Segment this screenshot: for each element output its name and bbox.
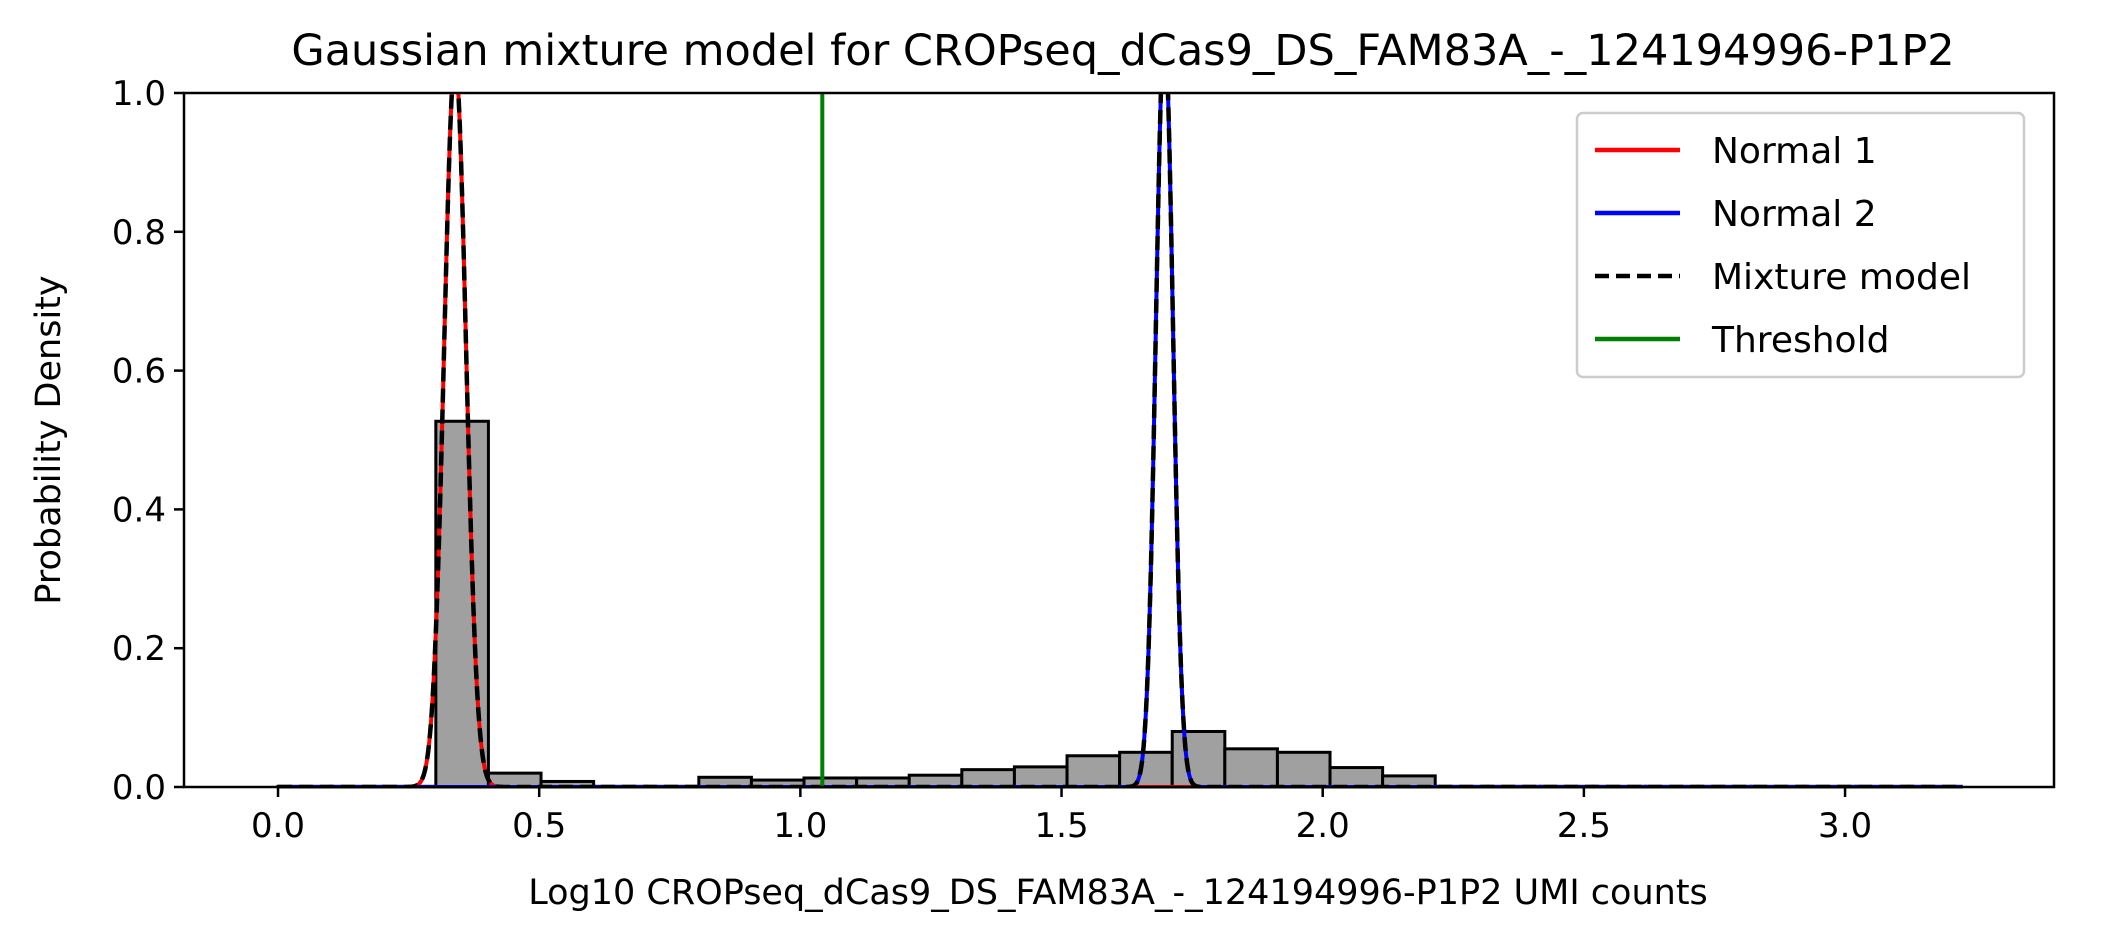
plot-frame: [182, 91, 2056, 789]
x-tick-label: 2.0: [1296, 806, 1350, 846]
x-axis-label: Log10 CROPseq_dCas9_DS_FAM83A_-_12419499…: [528, 873, 1708, 913]
chart-title: Gaussian mixture model for CROPseq_dCas9…: [291, 26, 1954, 76]
x-tick-label: 0.0: [251, 806, 305, 846]
y-tick-label: 0.0: [112, 768, 166, 808]
x-tick-label: 2.5: [1557, 806, 1611, 846]
histogram-bar: [960, 768, 1016, 789]
legend-frame: [1575, 111, 2026, 379]
x-tick-label: 1.0: [773, 806, 827, 846]
histogram-bar: [1065, 754, 1122, 789]
legend-label: Normal 1: [1712, 131, 1877, 172]
y-tick-label: 1.0: [112, 74, 166, 114]
histogram-bar: [1328, 766, 1385, 789]
y-tick-label: 0.4: [112, 490, 166, 530]
x-tick-label: 0.5: [512, 806, 566, 846]
histogram-bar: [1275, 750, 1332, 789]
histogram-bar: [1012, 765, 1069, 789]
legend-label: Threshold: [1711, 320, 1889, 361]
y-tick-label: 0.8: [112, 213, 166, 253]
density-curves: [278, 93, 1962, 787]
legend-label: Mixture model: [1712, 257, 1971, 298]
histogram-bar: [1118, 750, 1174, 789]
legend-label: Normal 2: [1712, 194, 1877, 235]
x-tick-label: 1.5: [1035, 806, 1089, 846]
x-tick-label: 3.0: [1818, 806, 1872, 846]
y-axis-label: Probability Density: [29, 275, 69, 604]
y-axis-ticks: 0.0 0.2 0.4 0.6 0.8 1.0: [112, 74, 184, 808]
legend: Normal 1 Normal 2 Mixture model Threshold: [1575, 111, 2026, 379]
y-tick-label: 0.6: [112, 352, 166, 392]
histogram-bar: [1223, 747, 1279, 789]
y-tick-label: 0.2: [112, 629, 166, 669]
x-axis-ticks: 0.0 0.5 1.0 1.5 2.0 2.5 3.0: [251, 787, 1872, 846]
histogram-bar: [1170, 729, 1227, 789]
